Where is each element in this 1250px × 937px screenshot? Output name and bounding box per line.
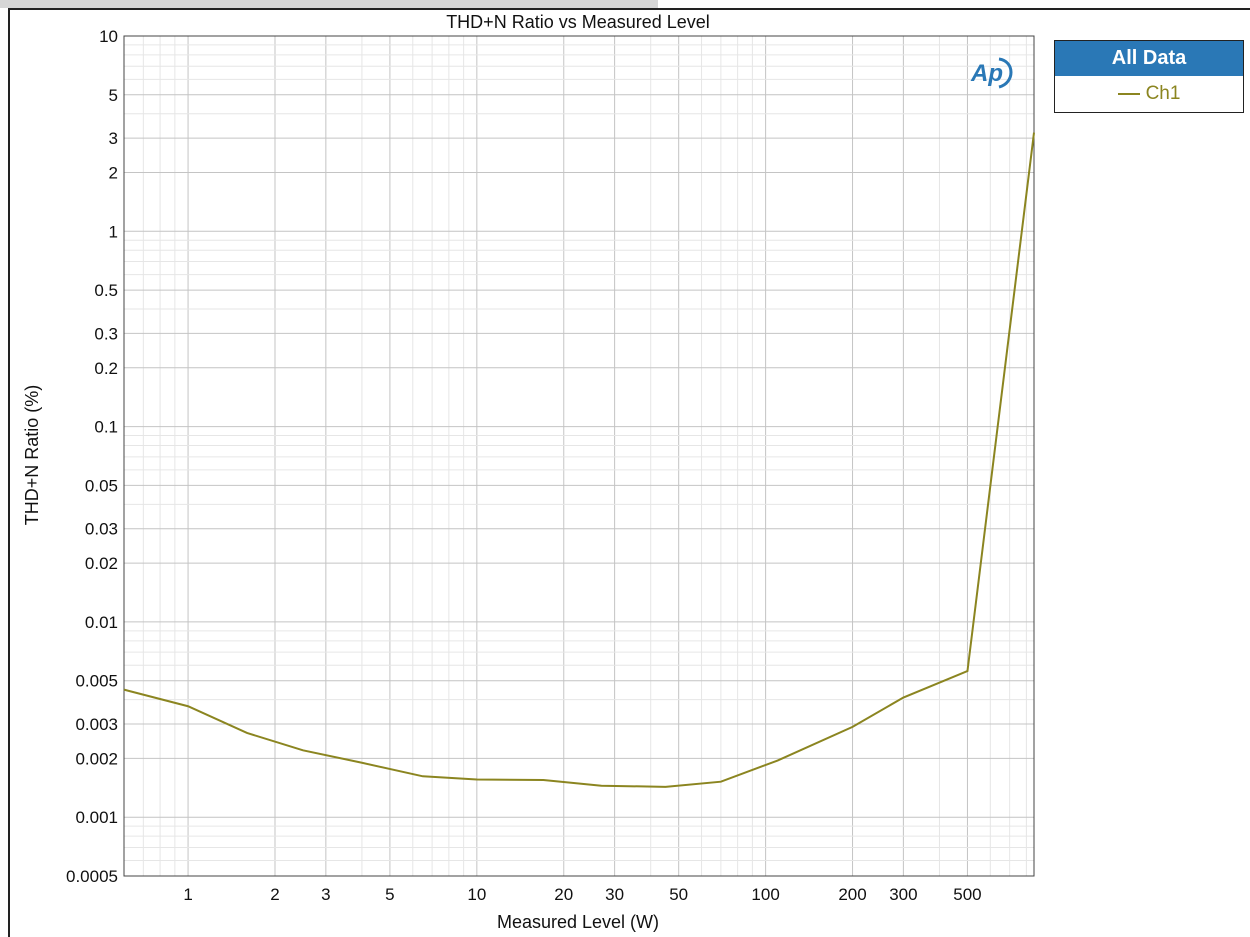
y-tick-label: 0.5 bbox=[94, 281, 118, 300]
y-tick-label: 0.001 bbox=[75, 808, 118, 827]
x-tick-label: 3 bbox=[321, 885, 330, 904]
x-tick-label: 30 bbox=[605, 885, 624, 904]
x-tick-label: 1 bbox=[183, 885, 192, 904]
legend-label: Ch1 bbox=[1145, 83, 1181, 104]
y-tick-label: 0.1 bbox=[94, 418, 118, 437]
window-border-left bbox=[8, 8, 10, 937]
x-tick-label: 50 bbox=[669, 885, 688, 904]
x-tick-label: 20 bbox=[554, 885, 573, 904]
y-tick-label: 0.2 bbox=[94, 359, 118, 378]
y-tick-label: 0.005 bbox=[75, 672, 118, 691]
plot-area bbox=[123, 35, 1035, 877]
y-tick-label: 0.02 bbox=[85, 554, 118, 573]
y-tick-label: 0.0005 bbox=[66, 867, 118, 886]
legend: All Data Ch1 bbox=[1054, 40, 1244, 113]
x-tick-labels: 1 2 3 5 10 20 30 50 100 200 300 500 bbox=[183, 885, 981, 904]
x-axis-label: Measured Level (W) bbox=[497, 912, 659, 932]
y-tick-label: 0.002 bbox=[75, 749, 118, 768]
x-tick-label: 100 bbox=[751, 885, 779, 904]
y-tick-label: 0.05 bbox=[85, 476, 118, 495]
y-tick-label: 10 bbox=[99, 27, 118, 46]
x-tick-label: 500 bbox=[953, 885, 981, 904]
audio-precision-logo: Ap bbox=[970, 57, 1013, 89]
y-tick-label: 5 bbox=[109, 86, 118, 105]
title-strip bbox=[0, 0, 658, 8]
x-tick-label: 300 bbox=[889, 885, 917, 904]
y-tick-label: 0.003 bbox=[75, 715, 118, 734]
window-border-top bbox=[8, 8, 1250, 10]
y-tick-label: 2 bbox=[109, 164, 118, 183]
x-tick-label: 2 bbox=[270, 885, 279, 904]
legend-header: All Data bbox=[1055, 41, 1243, 76]
y-tick-label: 0.03 bbox=[85, 520, 118, 539]
y-tick-label: 3 bbox=[109, 129, 118, 148]
chart-title: THD+N Ratio vs Measured Level bbox=[446, 12, 710, 32]
y-tick-label: 0.3 bbox=[94, 324, 118, 343]
y-axis-label: THD+N Ratio (%) bbox=[22, 385, 42, 526]
grid bbox=[123, 35, 1034, 877]
series-line-ch1 bbox=[123, 132, 1035, 788]
x-tick-label: 10 bbox=[467, 885, 486, 904]
y-tick-labels: 10 5 3 2 1 0.5 0.3 0.2 0.1 0.05 0.03 0.02 0.01 0.005 0… bbox=[66, 27, 118, 886]
x-tick-label: 5 bbox=[385, 885, 394, 904]
y-tick-label: 1 bbox=[109, 222, 118, 241]
logo-text: Ap bbox=[970, 60, 1003, 87]
x-tick-label: 200 bbox=[838, 885, 866, 904]
legend-swatch bbox=[1117, 93, 1140, 95]
y-tick-label: 0.01 bbox=[85, 613, 118, 632]
legend-item-ch1[interactable]: Ch1 bbox=[1055, 76, 1243, 112]
